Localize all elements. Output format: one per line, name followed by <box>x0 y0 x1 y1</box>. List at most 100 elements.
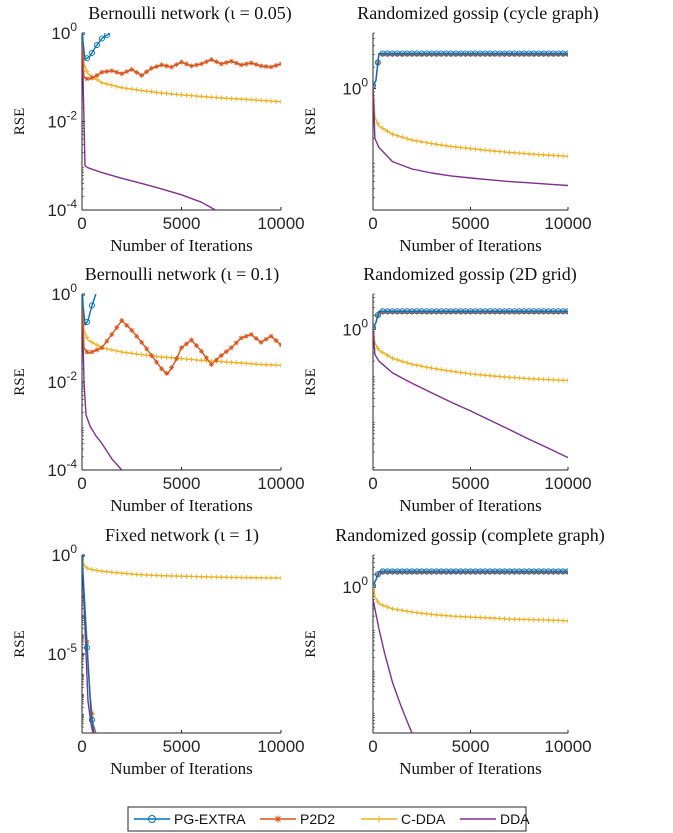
marker-point <box>394 133 400 139</box>
marker-point <box>154 353 160 359</box>
marker-point <box>502 374 508 380</box>
marker-point <box>94 342 100 348</box>
marker-point <box>463 52 469 58</box>
x-tick-label: 0 <box>368 474 377 493</box>
marker-point <box>390 309 395 315</box>
marker-point <box>164 370 170 376</box>
marker-point <box>278 61 281 67</box>
marker-point <box>268 362 274 368</box>
marker-point <box>482 569 488 575</box>
marker-point <box>468 371 473 377</box>
marker-point <box>394 607 400 613</box>
marker-point <box>99 345 105 351</box>
marker-point <box>536 376 542 382</box>
marker-point <box>433 612 439 618</box>
marker-point <box>139 88 145 94</box>
marker-point <box>109 569 115 575</box>
marker-point <box>238 335 244 341</box>
chart-panel-2: 0 5000 10000 100 Randomized gossip (cycle gr… <box>303 3 599 255</box>
legend: PG-EXTRA P2D2 C-DDA DDA <box>127 806 530 832</box>
marker-point <box>213 59 219 65</box>
marker-point <box>223 574 229 580</box>
marker-point <box>278 342 281 348</box>
x-tick-label: 0 <box>77 214 86 233</box>
panel-title: Randomized gossip (2D grid) <box>363 264 576 285</box>
marker-point <box>390 131 395 137</box>
marker-point <box>550 152 556 158</box>
marker-point <box>213 95 219 101</box>
marker-point <box>218 95 224 101</box>
marker-point <box>134 351 140 357</box>
y-tick-label: 100 <box>342 76 368 99</box>
marker-point <box>228 574 234 580</box>
marker-point <box>99 568 105 574</box>
plot-area <box>82 33 281 210</box>
marker-point <box>507 149 512 155</box>
y-axis-label: RSE <box>12 368 28 396</box>
marker-point <box>174 91 180 97</box>
marker-point <box>208 574 214 580</box>
marker-point <box>253 361 259 367</box>
marker-point <box>88 716 95 723</box>
marker-point <box>169 365 175 371</box>
series-line-p2d2 <box>373 53 568 86</box>
marker-point <box>477 309 483 315</box>
marker-point <box>193 343 199 349</box>
marker-point <box>414 569 420 575</box>
marker-point <box>144 88 150 94</box>
marker-point <box>83 644 91 651</box>
marker-point <box>203 574 209 580</box>
marker-point <box>124 350 130 356</box>
marker-point <box>546 617 551 623</box>
marker-point <box>458 309 464 315</box>
marker-point <box>560 153 566 159</box>
marker-point <box>375 345 381 351</box>
marker-point <box>129 327 135 333</box>
marker-point <box>433 141 439 147</box>
marker-point <box>448 569 454 575</box>
marker-point <box>134 87 140 93</box>
marker-point <box>536 617 542 623</box>
marker-point <box>89 567 95 573</box>
y-axis-label: RSE <box>12 630 28 658</box>
y-tick-label: 100 <box>51 542 77 565</box>
marker-point <box>468 569 473 575</box>
marker-point <box>443 309 449 315</box>
x-tick-label: 5000 <box>452 737 490 756</box>
marker-point <box>516 52 522 58</box>
marker-point <box>448 613 454 619</box>
marker-point <box>443 613 449 619</box>
marker-point <box>419 52 425 58</box>
marker-point <box>124 322 130 328</box>
marker-point <box>188 573 194 579</box>
marker-point <box>555 153 561 159</box>
marker-point <box>541 376 547 382</box>
marker-point <box>487 52 493 58</box>
marker-point <box>253 97 259 103</box>
marker-point <box>564 568 568 575</box>
marker-point <box>541 309 547 315</box>
marker-point <box>546 377 551 383</box>
marker-point <box>472 309 478 315</box>
marker-point <box>159 90 165 96</box>
marker-point <box>263 336 269 342</box>
marker-point <box>521 616 527 622</box>
marker-point <box>243 360 249 366</box>
marker-point <box>374 571 381 578</box>
marker-point <box>129 86 135 92</box>
x-tick-label: 10000 <box>257 737 304 756</box>
y-tick-label: 10-2 <box>47 369 77 392</box>
marker-point <box>253 335 259 341</box>
marker-point <box>82 555 86 559</box>
plot-area <box>82 555 281 733</box>
marker-point <box>472 146 478 152</box>
panel-title: Bernoulli network (ι = 0.05) <box>88 3 291 24</box>
marker-point <box>516 375 522 381</box>
marker-point <box>419 363 425 369</box>
marker-point <box>114 570 120 576</box>
marker-point <box>218 574 224 580</box>
marker-point <box>555 377 561 383</box>
marker-point <box>104 68 110 74</box>
marker-point <box>154 359 160 365</box>
marker-point <box>129 66 135 72</box>
